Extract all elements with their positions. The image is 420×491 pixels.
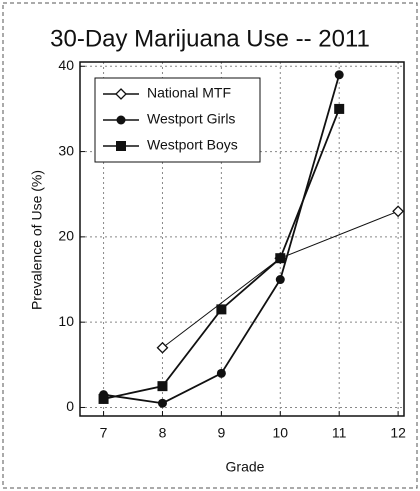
marker bbox=[115, 88, 127, 100]
y-axis-label: Prevalence of Use (%) bbox=[29, 170, 45, 310]
y-tick-label: 0 bbox=[66, 398, 74, 414]
marker bbox=[216, 304, 227, 315]
marker bbox=[157, 398, 167, 408]
y-tick-label: 20 bbox=[58, 228, 74, 244]
marker bbox=[334, 103, 345, 114]
marker bbox=[275, 253, 286, 264]
y-tick-label: 30 bbox=[58, 142, 74, 158]
x-tick-label: 8 bbox=[159, 425, 167, 441]
marker bbox=[275, 275, 285, 285]
marker bbox=[334, 70, 344, 80]
x-axis-label: Grade bbox=[226, 459, 265, 475]
marker bbox=[98, 393, 109, 404]
legend-label: National MTF bbox=[147, 85, 231, 101]
plot-frame bbox=[79, 61, 405, 417]
marker bbox=[116, 115, 126, 125]
x-tick-label: 7 bbox=[100, 425, 108, 441]
x-tick-label: 11 bbox=[332, 425, 347, 441]
marker bbox=[156, 341, 169, 354]
legend-label: Westport Girls bbox=[147, 111, 235, 127]
x-tick-label: 12 bbox=[390, 425, 406, 441]
marker bbox=[157, 381, 168, 392]
x-tick-label: 9 bbox=[217, 425, 225, 441]
y-tick-label: 10 bbox=[58, 313, 74, 329]
x-tick-label: 10 bbox=[273, 425, 289, 441]
marker bbox=[392, 205, 405, 218]
marker bbox=[216, 368, 226, 378]
y-tick-label: 40 bbox=[58, 57, 74, 73]
legend-label: Westport Boys bbox=[147, 137, 238, 153]
chart-title: 30-Day Marijuana Use -- 2011 bbox=[50, 25, 370, 52]
marker bbox=[116, 141, 126, 151]
